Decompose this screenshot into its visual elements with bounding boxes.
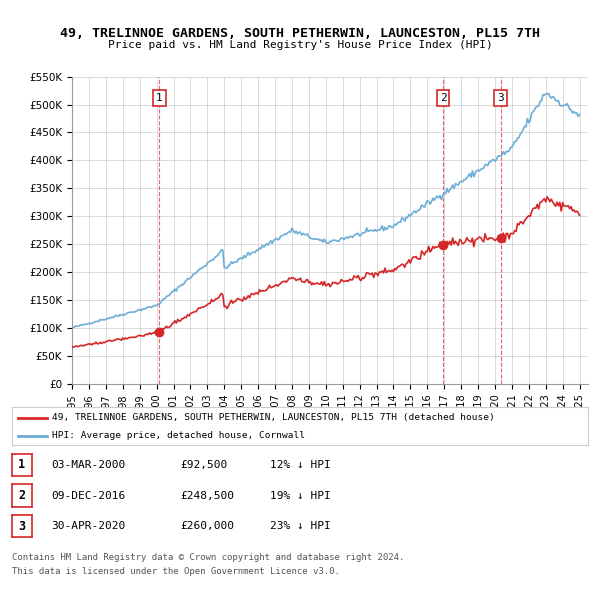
Text: 2: 2 [19,489,25,502]
Text: £260,000: £260,000 [180,522,234,531]
Text: 03-MAR-2000: 03-MAR-2000 [51,460,125,470]
Text: 19% ↓ HPI: 19% ↓ HPI [270,491,331,500]
Text: HPI: Average price, detached house, Cornwall: HPI: Average price, detached house, Corn… [52,431,305,440]
Text: 09-DEC-2016: 09-DEC-2016 [51,491,125,500]
Text: 49, TRELINNOE GARDENS, SOUTH PETHERWIN, LAUNCESTON, PL15 7TH (detached house): 49, TRELINNOE GARDENS, SOUTH PETHERWIN, … [52,414,495,422]
Text: This data is licensed under the Open Government Licence v3.0.: This data is licensed under the Open Gov… [12,566,340,576]
Text: 49, TRELINNOE GARDENS, SOUTH PETHERWIN, LAUNCESTON, PL15 7TH: 49, TRELINNOE GARDENS, SOUTH PETHERWIN, … [60,27,540,40]
Text: 1: 1 [19,458,25,471]
Text: 3: 3 [497,93,504,103]
Text: Contains HM Land Registry data © Crown copyright and database right 2024.: Contains HM Land Registry data © Crown c… [12,553,404,562]
Text: 2: 2 [440,93,446,103]
Text: 12% ↓ HPI: 12% ↓ HPI [270,460,331,470]
Text: £248,500: £248,500 [180,491,234,500]
Text: 3: 3 [19,520,25,533]
Text: 30-APR-2020: 30-APR-2020 [51,522,125,531]
Text: £92,500: £92,500 [180,460,227,470]
Text: Price paid vs. HM Land Registry's House Price Index (HPI): Price paid vs. HM Land Registry's House … [107,40,493,50]
Text: 23% ↓ HPI: 23% ↓ HPI [270,522,331,531]
Text: 1: 1 [156,93,163,103]
